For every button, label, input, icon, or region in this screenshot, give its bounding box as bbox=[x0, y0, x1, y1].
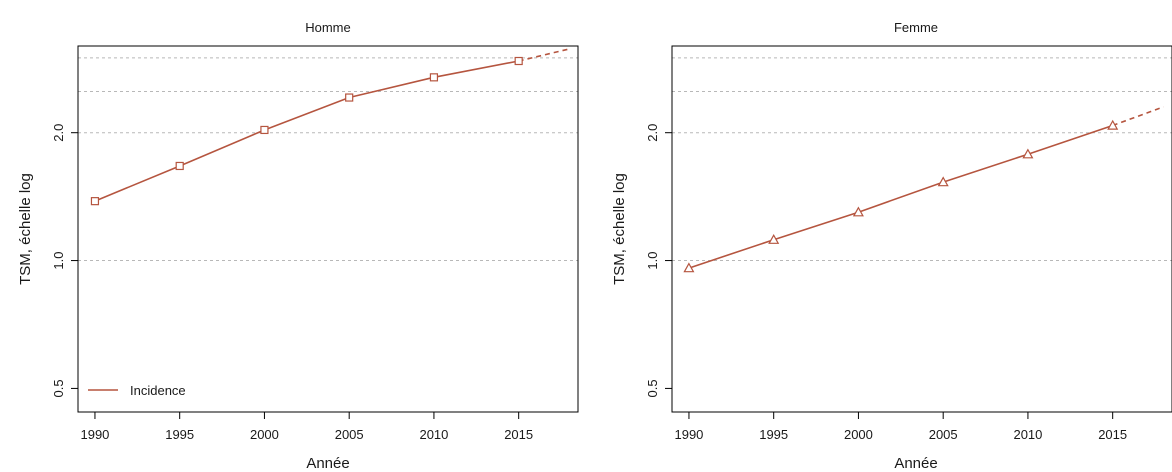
data-point-marker bbox=[175, 161, 184, 171]
y-tick-label: 1.0 bbox=[51, 252, 66, 270]
x-tick-label: 1990 bbox=[674, 427, 703, 442]
panel-femme: Femme 1990 1995 2000 2005 2010 2015 0.5 1.0 2.0 An… bbox=[611, 20, 1172, 472]
panel-homme: Homme 1990 1995 2000 2005 2010 2015 0.5 1.0 2.0 An… bbox=[17, 20, 579, 472]
panel-title: Femme bbox=[894, 20, 938, 35]
x-tick-label: 2000 bbox=[250, 427, 279, 442]
y-tick-label: 1.0 bbox=[645, 252, 660, 270]
data-point-marker bbox=[1022, 148, 1034, 159]
y-tick-label: 0.5 bbox=[645, 379, 660, 397]
data-point-marker bbox=[260, 125, 269, 135]
data-point-marker bbox=[768, 233, 780, 244]
plot-frame bbox=[671, 45, 1172, 413]
data-point-marker bbox=[683, 262, 695, 273]
x-tick-label: 2005 bbox=[929, 427, 958, 442]
x-tick-label: 2000 bbox=[844, 427, 873, 442]
projection-line bbox=[1112, 106, 1164, 127]
x-tick-label: 1995 bbox=[165, 427, 194, 442]
x-tick-label: 2015 bbox=[1098, 427, 1127, 442]
data-point-marker bbox=[852, 206, 864, 217]
x-tick-label: 1990 bbox=[80, 427, 109, 442]
data-point-marker bbox=[429, 73, 439, 82]
panel-title: Homme bbox=[305, 20, 351, 35]
x-axis-title: Année bbox=[894, 455, 937, 472]
y-axis-title: TSM, échelle log bbox=[611, 173, 628, 285]
x-tick-label: 2015 bbox=[504, 427, 533, 442]
x-axis-title: Année bbox=[306, 455, 349, 472]
data-point-marker bbox=[1107, 119, 1119, 130]
plot-frame bbox=[77, 45, 579, 413]
legend: Incidence bbox=[88, 383, 186, 398]
x-tick-label: 2010 bbox=[1013, 427, 1042, 442]
y-axis-title: TSM, échelle log bbox=[17, 173, 34, 285]
x-tick-label: 1995 bbox=[759, 427, 788, 442]
legend-label: Incidence bbox=[130, 383, 186, 398]
series-line-incidence bbox=[94, 60, 519, 202]
data-point-marker bbox=[345, 93, 354, 102]
x-tick-label: 2005 bbox=[335, 427, 364, 442]
y-tick-label: 2.0 bbox=[645, 124, 660, 142]
data-point-marker bbox=[90, 197, 100, 206]
data-point-marker bbox=[937, 176, 949, 187]
x-tick-label: 2010 bbox=[419, 427, 448, 442]
series-line-incidence bbox=[688, 124, 1113, 269]
data-point-marker bbox=[514, 56, 523, 66]
projection-line bbox=[518, 48, 570, 62]
y-tick-label: 0.5 bbox=[51, 379, 66, 397]
y-tick-label: 2.0 bbox=[51, 124, 66, 142]
